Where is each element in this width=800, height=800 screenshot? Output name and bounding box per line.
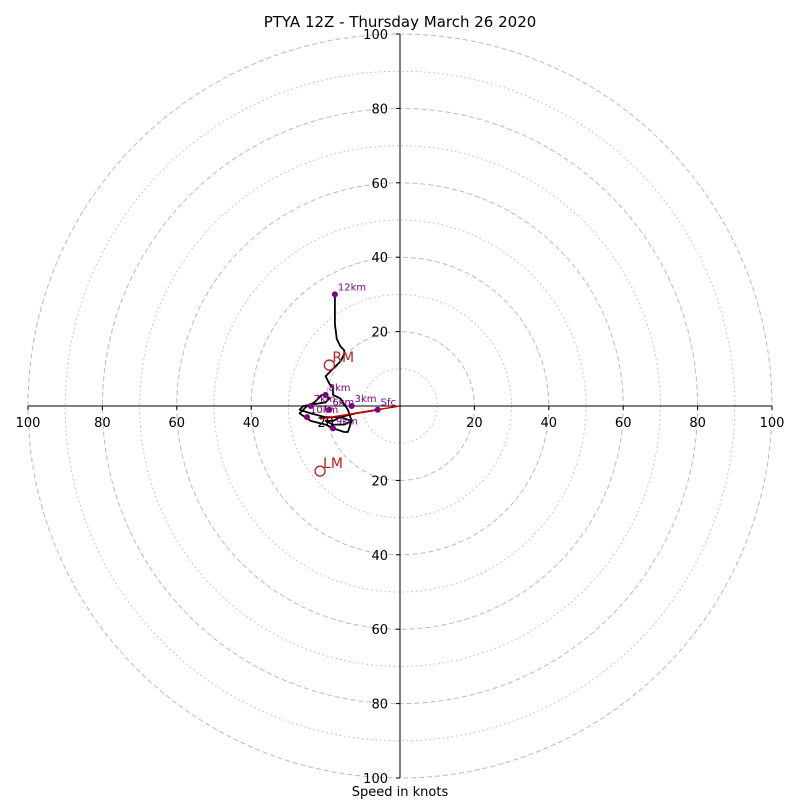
height-point-label: 6km xyxy=(332,398,354,409)
storm-motion-marker xyxy=(314,465,326,477)
y-tick-label: 60 xyxy=(371,177,388,192)
height-point-label: 3km xyxy=(355,394,377,405)
y-tick-label: 60 xyxy=(371,623,388,638)
chart-title: PTYA 12Z - Thursday March 26 2020 xyxy=(264,13,537,31)
storm-motion-label: LM xyxy=(323,456,343,472)
hodograph-trace-group xyxy=(298,294,378,433)
height-point-label: 12km xyxy=(338,282,366,293)
height-point-label: 9km xyxy=(336,416,358,427)
height-point-label: 7km xyxy=(314,394,336,405)
storm-motion-marker xyxy=(323,359,335,371)
height-point-label: 10km xyxy=(310,405,338,416)
y-tick-label: 20 xyxy=(371,326,388,341)
height-point-marker xyxy=(322,391,329,398)
x-tick-label: 40 xyxy=(243,416,260,431)
shear-vector-group xyxy=(319,405,401,420)
height-point-marker xyxy=(307,403,314,409)
y-tick-label: 80 xyxy=(371,698,388,713)
height-point-marker xyxy=(330,425,337,432)
height-point-marker xyxy=(348,403,355,409)
height-point-marker xyxy=(326,406,333,413)
tick-labels: 100 80 60 40 20 20 40 60 80 100100806040202040608… xyxy=(16,28,785,787)
storm-motion-label: RM xyxy=(332,350,354,366)
x-axis-label: Speed in knots xyxy=(352,785,449,800)
x-tick-label: 40 xyxy=(541,416,558,431)
x-tick-label: 60 xyxy=(169,416,186,431)
height-point-marker xyxy=(331,291,338,298)
y-tick-label: 80 xyxy=(371,102,388,117)
x-tick-label: 100 xyxy=(760,416,785,431)
x-tick-label: 20 xyxy=(466,416,483,431)
x-tick-label: 100 xyxy=(16,416,41,431)
y-tick-label: 100 xyxy=(363,772,388,787)
height-point-label: Sfc xyxy=(381,398,396,409)
storm-motion-group: RM LM xyxy=(314,350,354,477)
height-point-marker xyxy=(374,406,381,413)
height-point-label: 8km xyxy=(329,383,351,394)
y-tick-label: 20 xyxy=(371,474,388,489)
x-tick-label: 80 xyxy=(94,416,111,431)
y-tick-label: 40 xyxy=(371,549,388,564)
x-tick-label: 60 xyxy=(615,416,632,431)
y-tick-label: 100 xyxy=(363,28,388,43)
y-tick-label: 40 xyxy=(371,251,388,266)
shear-vector-line xyxy=(319,405,401,420)
hodograph-trace xyxy=(298,294,378,433)
x-tick-label: 80 xyxy=(689,416,706,431)
height-point-marker xyxy=(304,414,310,421)
